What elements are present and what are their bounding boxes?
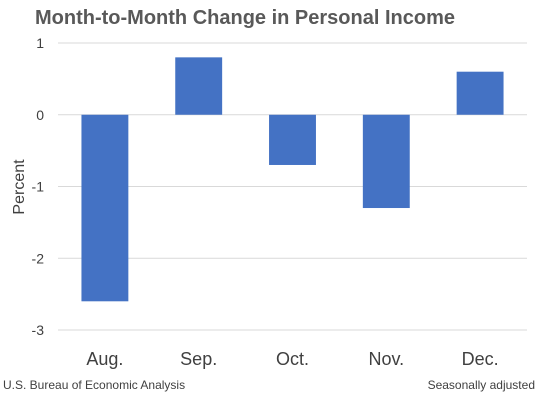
chart-title: Month-to-Month Change in Personal Income	[35, 7, 455, 29]
seasonal-note: Seasonally adjusted	[428, 378, 535, 392]
bar-dec	[456, 71, 504, 115]
x-tick-label: Oct.	[276, 349, 309, 369]
x-tick-label: Aug.	[86, 349, 123, 369]
gridlines	[58, 42, 527, 331]
y-tick-label: -2	[32, 250, 45, 266]
y-tick-label: -1	[32, 179, 45, 195]
x-tick-label: Nov.	[368, 349, 404, 369]
bars	[81, 57, 504, 302]
bar-oct	[269, 114, 316, 165]
bar-nov	[362, 114, 410, 209]
x-tick-label: Dec.	[462, 349, 499, 369]
bar-aug	[81, 114, 129, 302]
y-axis-label: Percent	[11, 159, 28, 215]
source-note: U.S. Bureau of Economic Analysis	[3, 378, 185, 392]
y-tick-labels: 1 0 -1 -2 -3	[32, 35, 45, 338]
y-tick-label: -3	[32, 322, 45, 338]
x-tick-label: Sep.	[180, 349, 217, 369]
x-tick-labels: Aug. Sep. Oct. Nov. Dec.	[86, 349, 498, 369]
y-tick-label: 1	[36, 35, 44, 51]
bar-sep	[175, 57, 223, 115]
y-tick-label: 0	[36, 107, 44, 123]
